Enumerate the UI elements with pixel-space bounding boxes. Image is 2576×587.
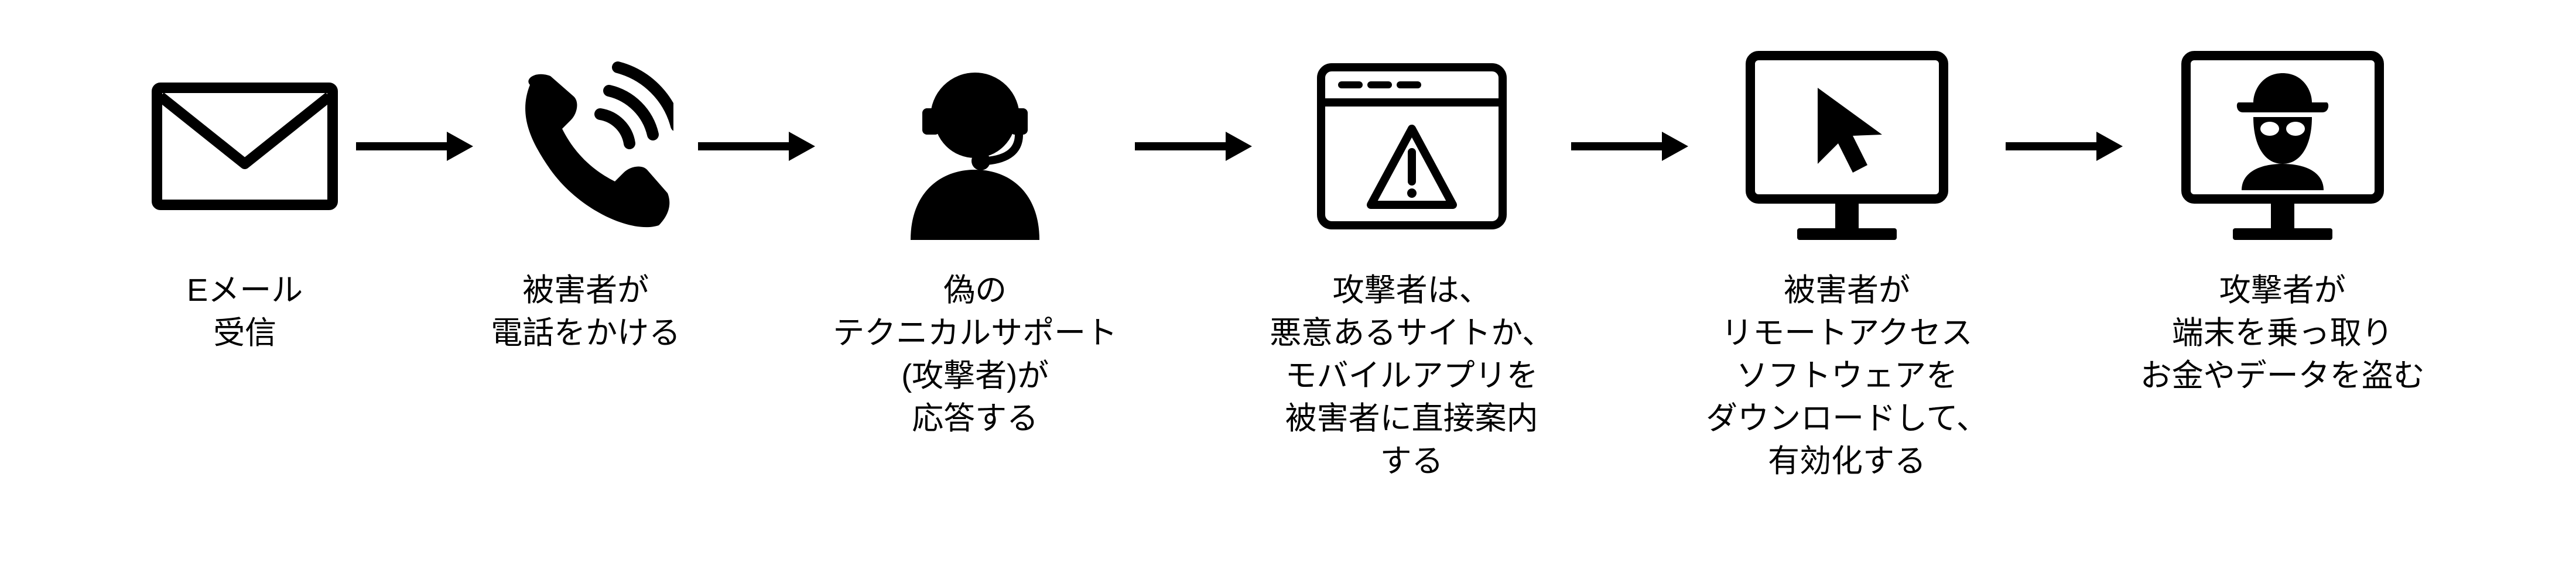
arrow-icon — [698, 35, 815, 258]
step-browser: 攻撃者は、 悪意あるサイトか、 モバイルアプリを 被害者に直接案内 する — [1270, 35, 1554, 482]
step-email: Eメール 受信 — [151, 35, 338, 355]
phone-icon — [498, 35, 673, 258]
arrow-icon — [1571, 35, 1688, 258]
step-hacker: 攻撃者が 端末を乗っ取り お金やデータを盗む — [2140, 35, 2425, 397]
arrow-icon — [2006, 35, 2123, 258]
step-label: Eメール 受信 — [187, 269, 303, 355]
browser-icon — [1315, 35, 1508, 258]
support-icon — [887, 35, 1063, 258]
step-label: 攻撃者は、 悪意あるサイトか、 モバイルアプリを 被害者に直接案内 する — [1270, 269, 1554, 482]
step-support: 偽の テクニカルサポート (攻撃者)が 応答する — [833, 35, 1117, 440]
step-cursor: 被害者が リモートアクセス ソフトウェアを ダウンロードして、 有効化する — [1706, 35, 1988, 482]
step-label: 攻撃者が 端末を乗っ取り お金やデータを盗む — [2140, 269, 2425, 397]
step-label: 被害者が リモートアクセス ソフトウェアを ダウンロードして、 有効化する — [1706, 269, 1988, 482]
hacker-icon — [2177, 35, 2388, 258]
arrow-icon — [356, 35, 473, 258]
cursor-icon — [1742, 35, 1952, 258]
arrow-icon — [1135, 35, 1252, 258]
step-label: 被害者が 電話をかける — [491, 269, 680, 355]
attack-flow-diagram: Eメール 受信 被害者が 電話をかける — [151, 35, 2425, 482]
step-phone: 被害者が 電話をかける — [491, 35, 680, 355]
step-label: 偽の テクニカルサポート (攻撃者)が 応答する — [833, 269, 1117, 440]
email-icon — [151, 35, 338, 258]
